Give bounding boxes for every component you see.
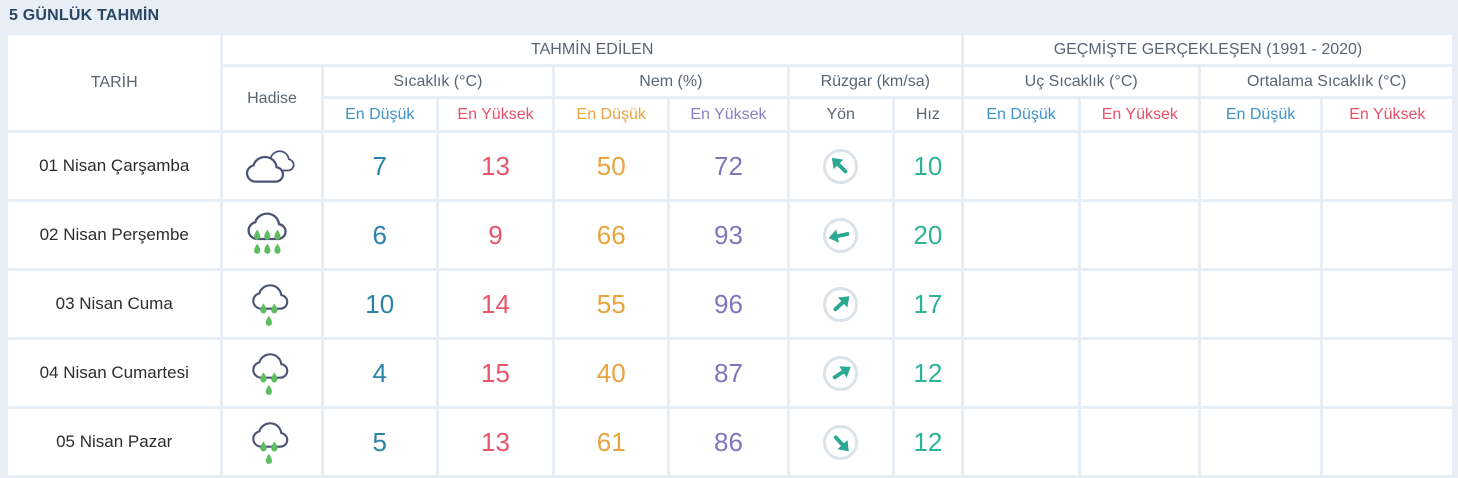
hist-avg-min-cell xyxy=(1201,340,1320,406)
hist-avg-max-cell xyxy=(1322,202,1452,268)
wind-direction-arrow-icon xyxy=(820,214,862,256)
wind-direction-arrow-icon xyxy=(816,349,865,397)
header-humidity-max: En Yüksek xyxy=(670,99,787,130)
wind-direction-cell xyxy=(789,271,892,337)
forecast-table: TARİH TAHMİN EDİLEN GEÇMİŞTE GERÇEKLEŞEN… xyxy=(5,32,1455,478)
header-condition: Hadise xyxy=(223,67,321,130)
hist-extreme-max-cell xyxy=(1081,271,1199,337)
header-wind-direction: Yön xyxy=(789,99,892,130)
date-cell: 02 Nisan Perşembe xyxy=(8,202,221,268)
table-row: 04 Nisan Cumartesi 4 15 40 87 12 xyxy=(8,340,1452,406)
wind-speed-cell: 12 xyxy=(894,409,961,475)
humidity-min-cell: 61 xyxy=(555,409,668,475)
date-cell: 05 Nisan Pazar xyxy=(8,409,221,475)
header-temp-max: En Yüksek xyxy=(438,99,553,130)
temp-max-cell: 13 xyxy=(438,409,553,475)
temp-min-cell: 7 xyxy=(323,133,436,199)
date-cell: 03 Nisan Cuma xyxy=(8,271,221,337)
hist-avg-min-cell xyxy=(1201,202,1320,268)
hist-extreme-min-cell xyxy=(963,133,1079,199)
temp-min-cell: 4 xyxy=(323,340,436,406)
header-temperature: Sıcaklık (°C) xyxy=(323,67,553,96)
temp-min-cell: 6 xyxy=(323,202,436,268)
hist-avg-max-cell xyxy=(1322,271,1452,337)
wind-direction-arrow-icon xyxy=(816,279,865,329)
header-humidity-min: En Düşük xyxy=(555,99,668,130)
header-extreme-min: En Düşük xyxy=(963,99,1079,130)
weather-condition-icon xyxy=(242,416,302,469)
weather-condition-icon xyxy=(242,209,302,262)
table-row: 05 Nisan Pazar 5 13 61 86 12 xyxy=(8,409,1452,475)
weather-condition-icon xyxy=(242,278,302,331)
hist-avg-max-cell xyxy=(1322,340,1452,406)
table-header: TARİH TAHMİN EDİLEN GEÇMİŞTE GERÇEKLEŞEN… xyxy=(8,35,1452,130)
condition-cell xyxy=(223,271,321,337)
hist-avg-min-cell xyxy=(1201,409,1320,475)
header-date: TARİH xyxy=(8,35,221,130)
temp-min-cell: 10 xyxy=(323,271,436,337)
header-humidity: Nem (%) xyxy=(555,67,787,96)
header-average-min: En Düşük xyxy=(1201,99,1320,130)
wind-direction-arrow-icon xyxy=(816,417,865,467)
condition-cell xyxy=(223,133,321,199)
hist-extreme-min-cell xyxy=(963,271,1079,337)
humidity-max-cell: 93 xyxy=(670,202,787,268)
weather-condition-icon xyxy=(242,140,302,193)
date-cell: 01 Nisan Çarşamba xyxy=(8,133,221,199)
temp-max-cell: 13 xyxy=(438,133,553,199)
hist-avg-min-cell xyxy=(1201,271,1320,337)
wind-speed-cell: 10 xyxy=(894,133,961,199)
humidity-min-cell: 66 xyxy=(555,202,668,268)
header-wind-speed: Hız xyxy=(894,99,961,130)
header-historical: GEÇMİŞTE GERÇEKLEŞEN (1991 - 2020) xyxy=(963,35,1452,64)
weather-condition-icon xyxy=(242,347,302,400)
date-cell: 04 Nisan Cumartesi xyxy=(8,340,221,406)
hist-extreme-max-cell xyxy=(1081,133,1199,199)
condition-cell xyxy=(223,409,321,475)
humidity-max-cell: 87 xyxy=(670,340,787,406)
humidity-min-cell: 55 xyxy=(555,271,668,337)
hist-extreme-max-cell xyxy=(1081,409,1199,475)
humidity-max-cell: 72 xyxy=(670,133,787,199)
temp-max-cell: 14 xyxy=(438,271,553,337)
table-row: 02 Nisan Perşembe 6 9 66 93 20 xyxy=(8,202,1452,268)
table-row: 03 Nisan Cuma 10 14 55 96 17 xyxy=(8,271,1452,337)
wind-direction-arrow-icon xyxy=(816,141,865,191)
condition-cell xyxy=(223,340,321,406)
header-temp-min: En Düşük xyxy=(323,99,436,130)
wind-direction-cell xyxy=(789,133,892,199)
table-row: 01 Nisan Çarşamba 7 13 50 72 10 xyxy=(8,133,1452,199)
page-title: 5 GÜNLÜK TAHMİN xyxy=(9,7,160,24)
header-predicted: TAHMİN EDİLEN xyxy=(223,35,961,64)
hist-avg-min-cell xyxy=(1201,133,1320,199)
humidity-min-cell: 50 xyxy=(555,133,668,199)
humidity-max-cell: 96 xyxy=(670,271,787,337)
hist-extreme-min-cell xyxy=(963,340,1079,406)
hist-extreme-min-cell xyxy=(963,409,1079,475)
temp-max-cell: 15 xyxy=(438,340,553,406)
header-average-temperature: Ortalama Sıcaklık (°C) xyxy=(1201,67,1452,96)
wind-direction-cell xyxy=(789,340,892,406)
temp-max-cell: 9 xyxy=(438,202,553,268)
table-body: 01 Nisan Çarşamba 7 13 50 72 10 02 Nisan… xyxy=(8,133,1452,475)
header-average-max: En Yüksek xyxy=(1322,99,1452,130)
wind-speed-cell: 17 xyxy=(894,271,961,337)
hist-extreme-max-cell xyxy=(1081,340,1199,406)
header-extreme-max: En Yüksek xyxy=(1081,99,1199,130)
wind-speed-cell: 20 xyxy=(894,202,961,268)
wind-speed-cell: 12 xyxy=(894,340,961,406)
header-wind: Rüzgar (km/sa) xyxy=(789,67,961,96)
wind-direction-cell xyxy=(789,202,892,268)
hist-avg-max-cell xyxy=(1322,409,1452,475)
humidity-max-cell: 86 xyxy=(670,409,787,475)
temp-min-cell: 5 xyxy=(323,409,436,475)
header-extreme-temperature: Uç Sıcaklık (°C) xyxy=(963,67,1199,96)
humidity-min-cell: 40 xyxy=(555,340,668,406)
hist-extreme-max-cell xyxy=(1081,202,1199,268)
condition-cell xyxy=(223,202,321,268)
wind-direction-cell xyxy=(789,409,892,475)
hist-avg-max-cell xyxy=(1322,133,1452,199)
hist-extreme-min-cell xyxy=(963,202,1079,268)
